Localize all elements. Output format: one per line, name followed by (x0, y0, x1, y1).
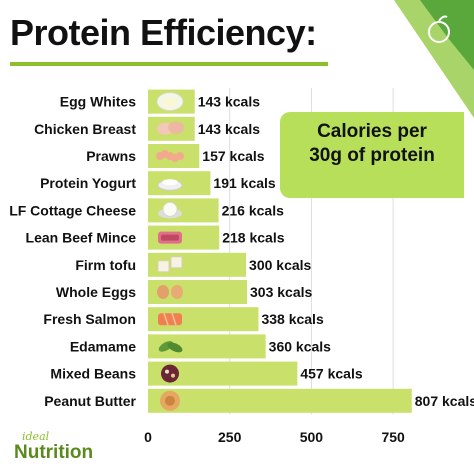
bar (148, 198, 219, 223)
value-label: 303 kcals (250, 284, 312, 300)
category-label: Egg Whites (60, 94, 136, 110)
x-tick-label: 0 (144, 429, 152, 445)
category-label: Protein Yogurt (40, 175, 136, 191)
prawns-icon (156, 150, 184, 162)
value-label: 143 kcals (198, 94, 260, 110)
category-label: Edamame (70, 338, 136, 354)
brand-top-text: ideal (22, 430, 50, 443)
value-label: 807 kcals (415, 393, 474, 409)
peanut-butter-icon (160, 390, 180, 411)
egg-whites-icon (156, 92, 184, 112)
brand-name: Nutrition (14, 442, 94, 463)
value-label: 360 kcals (269, 338, 331, 354)
note-box: Calories per 30g of protein (280, 112, 464, 198)
bar (148, 388, 412, 413)
category-label: Mixed Beans (50, 366, 136, 382)
x-tick-label: 500 (300, 429, 324, 445)
note-line-2: 30g of protein (309, 145, 435, 166)
chicken-breast-icon (157, 121, 184, 135)
value-label: 300 kcals (249, 257, 311, 273)
value-label: 157 kcals (202, 148, 264, 164)
category-label: Lean Beef Mince (26, 230, 137, 246)
brand-logo: ideal Nutrition (14, 430, 110, 470)
edamame-icon (158, 341, 183, 353)
category-label: Chicken Breast (34, 121, 136, 137)
note-line-1: Calories per (317, 121, 427, 142)
value-label: 143 kcals (198, 121, 260, 137)
apple-logo-icon (428, 15, 450, 43)
category-label: Prawns (86, 148, 136, 164)
whole-eggs-icon (157, 285, 183, 299)
mixed-beans-icon (161, 364, 179, 383)
salmon-icon (158, 312, 182, 326)
x-tick-label: 250 (218, 429, 242, 445)
beef-mince-icon (158, 231, 182, 244)
yogurt-icon (157, 179, 183, 191)
page-title: Protein Efficiency: (10, 12, 317, 53)
value-label: 457 kcals (300, 366, 362, 382)
value-label: 338 kcals (261, 311, 323, 327)
value-label: 191 kcals (213, 175, 275, 191)
value-label: 218 kcals (222, 230, 284, 246)
corner-shape-dark (420, 0, 474, 70)
title-underline (10, 62, 328, 66)
note-text: Calories per 30g of protein (280, 120, 464, 168)
value-label: 216 kcals (222, 202, 284, 218)
category-label: Fresh Salmon (43, 311, 136, 327)
category-label: Peanut Butter (44, 393, 136, 409)
category-label: Whole Eggs (56, 284, 136, 300)
x-tick-label: 750 (381, 429, 405, 445)
category-label: LF Cottage Cheese (9, 202, 136, 218)
category-label: Firm tofu (75, 257, 136, 273)
tofu-icon (157, 256, 183, 273)
cottage-cheese-icon (158, 201, 182, 219)
